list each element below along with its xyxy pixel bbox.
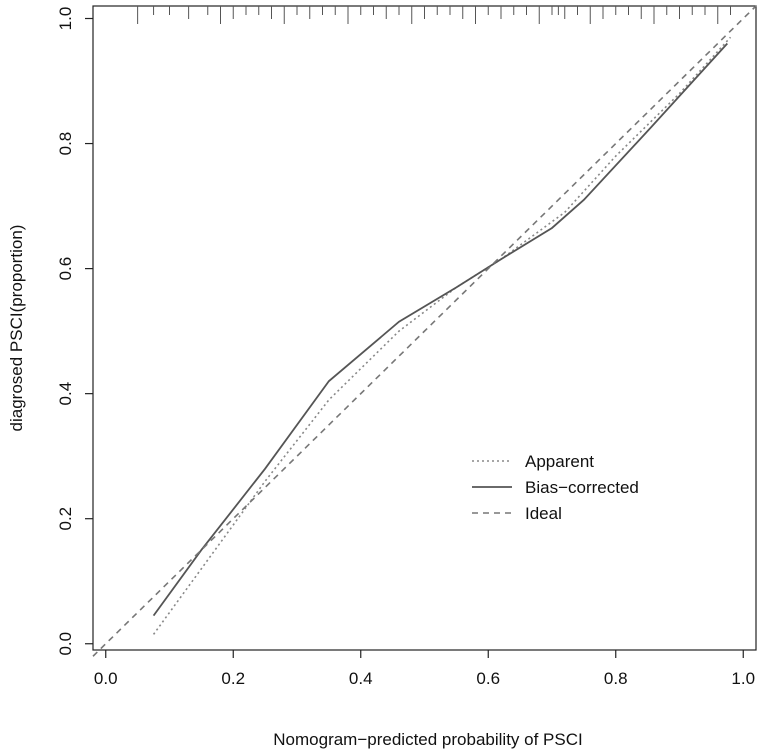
x-tick-label: 1.0 bbox=[731, 669, 755, 688]
x-axis: 0.0 0.2 0.4 0.6 0.8 1.0 bbox=[94, 650, 755, 688]
y-tick-label: 0.4 bbox=[56, 382, 75, 406]
legend: Apparent Bias−corrected Ideal bbox=[472, 452, 639, 523]
rug-marks bbox=[137, 6, 731, 24]
plot-frame bbox=[92, 5, 757, 651]
y-axis: 0.0 0.2 0.4 0.6 0.8 1.0 bbox=[56, 7, 93, 656]
x-tick-label: 0.2 bbox=[221, 669, 245, 688]
y-tick-label: 0.6 bbox=[56, 257, 75, 281]
series-lines bbox=[92, 5, 757, 657]
legend-label-1: Apparent bbox=[525, 452, 594, 471]
x-tick-label: 0.6 bbox=[476, 669, 500, 688]
y-tick-label: 0.8 bbox=[56, 132, 75, 156]
legend-label-2: Bias−corrected bbox=[525, 478, 639, 497]
x-tick-label: 0.8 bbox=[604, 669, 628, 688]
x-tick-label: 0.0 bbox=[94, 669, 118, 688]
x-axis-title: Nomogram−predicted probability of PSCI bbox=[273, 730, 582, 749]
series-line-2 bbox=[152, 42, 728, 617]
series-line-3 bbox=[92, 5, 757, 657]
legend-label-3: Ideal bbox=[525, 504, 562, 523]
y-axis-title: diagrosed PSCI(proportion) bbox=[7, 225, 26, 432]
x-tick-label: 0.4 bbox=[349, 669, 373, 688]
y-tick-label: 1.0 bbox=[56, 7, 75, 31]
y-tick-label: 0.0 bbox=[56, 632, 75, 656]
y-tick-label: 0.2 bbox=[56, 507, 75, 531]
series-line-1 bbox=[152, 36, 732, 635]
